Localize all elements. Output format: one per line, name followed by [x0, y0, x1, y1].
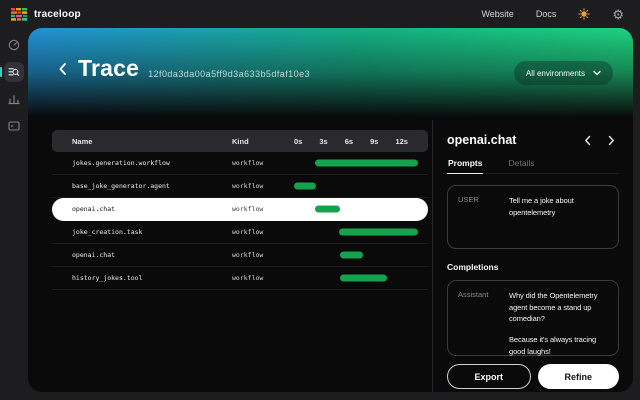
chevron-left-icon [584, 135, 591, 146]
main-panel: Trace 12f0da3da00a5ff9d3a633b5dfaf10e3 A… [28, 28, 633, 392]
trace-search-icon [8, 66, 20, 78]
sun-icon[interactable] [578, 8, 591, 20]
span-timeline [294, 221, 418, 243]
gear-icon[interactable]: ⚙ [612, 6, 624, 22]
span-name: openai.chat [72, 205, 116, 213]
bar-chart-icon [8, 93, 20, 105]
table-row[interactable]: openai.chat workflow [52, 198, 428, 221]
span-kind: workflow [232, 274, 264, 282]
terminal-icon [8, 120, 20, 132]
timeline-axis: 0s 3s 6s 9s 12s [294, 137, 408, 146]
prompt-text: Tell me a joke about opentelemetry [509, 196, 574, 217]
span-timeline [294, 244, 418, 266]
completion-role-label: Assistant [458, 290, 489, 299]
span-timeline [294, 198, 418, 220]
span-name: base_joke_generator.agent [72, 182, 170, 190]
span-detail-panel: openai.chat Prompts Detai [432, 120, 633, 392]
table-row[interactable]: openai.chat workflow [52, 244, 428, 267]
time-tick: 9s [370, 136, 379, 146]
sidebar [0, 28, 28, 400]
span-timeline [294, 152, 418, 174]
tab-details[interactable]: Details [508, 158, 535, 168]
span-name: openai.chat [72, 251, 116, 259]
duration-bar [294, 182, 317, 190]
environment-dropdown[interactable]: All environments [513, 61, 613, 85]
duration-bar [315, 205, 340, 213]
refine-button[interactable]: Refine [537, 364, 619, 389]
time-tick: 12s [395, 136, 408, 146]
column-header-name: Name [72, 136, 93, 146]
topbar: traceloop Website Docs ⚙ [0, 0, 640, 28]
active-indicator [0, 67, 2, 77]
prompt-role-label: USER [458, 195, 479, 204]
website-link[interactable]: Website [481, 9, 514, 19]
table-row[interactable]: joke_creation.task workflow [52, 221, 428, 244]
trace-rows: jokes.generation.workflow workflow base_jo… [52, 152, 432, 290]
trace-id: 12f0da3da00a5ff9d3a633b5dfaf10e3 [148, 68, 310, 79]
sidebar-item-traces[interactable] [0, 62, 24, 82]
duration-bar [339, 274, 387, 282]
table-header: Name Kind 0s 3s 6s 9s 12s [52, 130, 428, 152]
span-kind: workflow [232, 205, 264, 213]
gauge-icon [8, 39, 20, 51]
sidebar-item-metrics[interactable] [4, 89, 24, 109]
docs-link[interactable]: Docs [535, 9, 557, 19]
table-row[interactable]: base_joke_generator.agent workflow [52, 175, 428, 198]
span-kind: workflow [232, 251, 264, 259]
export-button[interactable]: Export [447, 364, 531, 389]
page-title: Trace [78, 55, 140, 81]
chevron-left-icon [58, 62, 67, 76]
chevron-right-icon [608, 135, 615, 146]
duration-bar [339, 251, 364, 259]
span-kind: workflow [232, 182, 264, 190]
span-name: history_jokes.tool [72, 274, 143, 282]
duration-bar [338, 228, 418, 236]
time-tick: 6s [344, 136, 354, 146]
completions-heading: Completions [447, 262, 499, 272]
span-timeline [294, 267, 418, 289]
span-title: openai.chat [447, 133, 517, 147]
environment-dropdown-label: All environments [525, 68, 585, 78]
table-row[interactable]: history_jokes.tool workflow [52, 267, 428, 290]
span-kind: workflow [232, 228, 264, 236]
brand-name: traceloop [34, 8, 81, 20]
column-header-kind: Kind [232, 136, 249, 146]
span-timeline [294, 175, 418, 197]
duration-bar [315, 159, 418, 167]
completion-box: Assistant Why did the Opentelemetry agen… [447, 280, 619, 356]
sidebar-item-playground[interactable] [4, 116, 24, 136]
trace-header: Trace 12f0da3da00a5ff9d3a633b5dfaf10e3 A… [28, 28, 633, 120]
completion-paragraph: Why did the Opentelemetry agent become a… [509, 291, 598, 324]
back-button[interactable] [58, 62, 67, 76]
prompt-box: USER Tell me a joke about opentelemetry [447, 185, 619, 249]
time-tick: 0s [294, 136, 303, 146]
next-span-button[interactable] [608, 135, 615, 146]
detail-tabs: Prompts Details [447, 158, 619, 174]
tab-prompts[interactable]: Prompts [447, 158, 484, 174]
sidebar-item-dashboard[interactable] [4, 35, 24, 55]
completion-text: Why did the Opentelemetry agent become a… [509, 290, 608, 356]
completion-paragraph: Because it's always tracing good laughs! [509, 334, 597, 356]
traceloop-logo-icon [11, 7, 27, 21]
span-name: jokes.generation.workflow [72, 159, 170, 167]
span-kind: workflow [232, 159, 264, 167]
trace-table: Name Kind 0s 3s 6s 9s 12s jokes.generati… [28, 120, 432, 392]
table-row[interactable]: jokes.generation.workflow workflow [52, 152, 428, 175]
time-tick: 3s [319, 136, 328, 146]
span-name: joke_creation.task [72, 228, 143, 236]
chevron-down-icon [593, 70, 601, 76]
detail-actions: Export Refine [447, 356, 619, 389]
prev-span-button[interactable] [584, 135, 591, 146]
